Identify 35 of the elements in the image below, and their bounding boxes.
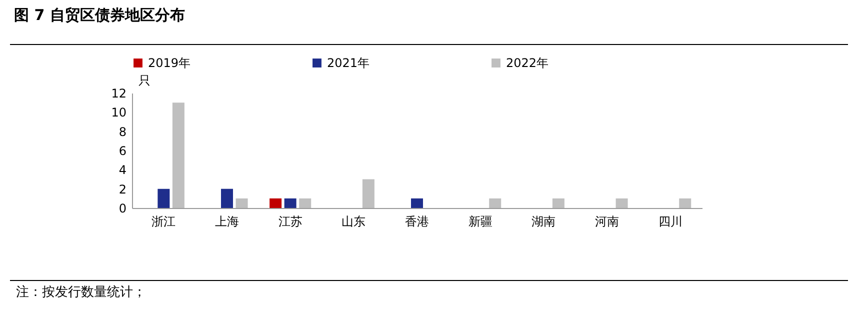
x-tick-label: 江苏 bbox=[278, 214, 302, 228]
y-tick-label: 4 bbox=[118, 163, 126, 178]
legend-label: 2019年 bbox=[148, 56, 191, 70]
bar bbox=[411, 198, 423, 208]
text: 注：按发行数量统计； bbox=[16, 284, 146, 302]
y-tick-label: 6 bbox=[118, 144, 126, 158]
y-tick-label: 12 bbox=[111, 86, 126, 100]
chart-title: 图 7 自贸区债券地区分布 bbox=[14, 6, 185, 25]
bar bbox=[236, 198, 248, 208]
legend-label: 2021年 bbox=[327, 56, 370, 70]
bar bbox=[679, 198, 692, 208]
y-tick-label: 2 bbox=[118, 182, 126, 196]
legend-label: 2022年 bbox=[506, 56, 549, 70]
x-tick-label: 上海 bbox=[215, 214, 239, 228]
y-tick-label: 8 bbox=[118, 124, 126, 139]
bar bbox=[158, 188, 170, 208]
x-tick-label: 四川 bbox=[658, 214, 682, 228]
x-tick-label: 香港 bbox=[405, 214, 429, 228]
x-tick-label: 新疆 bbox=[468, 214, 492, 228]
bar bbox=[284, 198, 296, 208]
bar bbox=[552, 198, 564, 208]
x-tick-label: 浙江 bbox=[152, 214, 176, 228]
y-tick-label: 0 bbox=[118, 202, 126, 216]
bar bbox=[270, 198, 282, 208]
bar bbox=[616, 198, 628, 208]
bar bbox=[172, 102, 184, 208]
y-axis-title: 只 bbox=[138, 74, 150, 88]
x-tick-label: 湖南 bbox=[532, 214, 556, 228]
bar bbox=[221, 188, 233, 208]
y-tick-label: 10 bbox=[111, 106, 126, 120]
x-tick-label: 山东 bbox=[342, 214, 366, 228]
bar bbox=[299, 198, 312, 208]
bar bbox=[489, 198, 502, 208]
x-tick-label: 河南 bbox=[595, 214, 619, 228]
bar bbox=[362, 179, 374, 208]
